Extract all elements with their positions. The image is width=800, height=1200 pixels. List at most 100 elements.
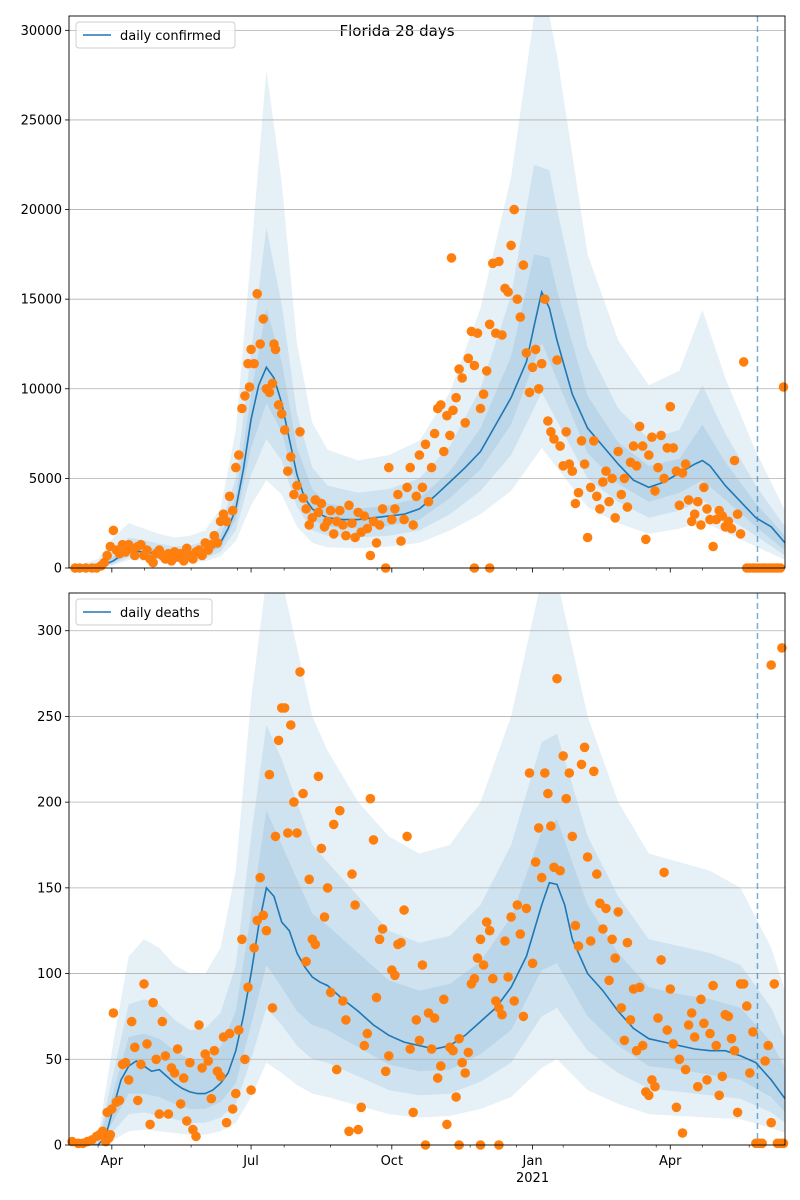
observed-point: [319, 912, 330, 922]
observed-point: [582, 532, 593, 543]
observed-point: [393, 489, 403, 500]
observed-point: [298, 493, 308, 503]
observed-point: [209, 1045, 220, 1056]
observed-point: [766, 1117, 776, 1128]
observed-point: [310, 939, 321, 950]
observed-point: [769, 979, 780, 989]
observed-point: [380, 1066, 391, 1077]
observed-point: [674, 500, 685, 511]
observed-point: [384, 462, 394, 473]
observed-point: [576, 436, 587, 446]
observed-point: [322, 883, 333, 893]
observed-point: [702, 1075, 712, 1085]
observed-point: [301, 504, 311, 514]
observed-point: [613, 907, 623, 917]
y-tick-label: 0: [54, 1139, 62, 1154]
y-axis: 0 50 100 150 200 250 300: [37, 624, 785, 1154]
observed-point: [426, 462, 437, 473]
observed-point: [472, 953, 483, 963]
observed-point: [429, 428, 440, 439]
observed-point: [738, 979, 749, 989]
x-tick-label: Apr: [659, 1154, 682, 1169]
uncertainty-bands: [69, 16, 785, 568]
band-outer: [69, 593, 785, 1145]
observed-point: [708, 980, 718, 991]
observed-point: [261, 925, 272, 936]
observed-point: [325, 505, 336, 516]
observed-point: [644, 450, 654, 460]
observed-point: [304, 520, 315, 530]
observed-point: [680, 459, 691, 469]
confirmed-panel: 0 5000 10000 15000 20000 25000 30000 daily conf…: [21, 15, 789, 577]
observed-point: [359, 1040, 370, 1051]
observed-point: [313, 507, 324, 518]
observed-point: [108, 1008, 119, 1018]
observed-point: [536, 872, 547, 883]
observed-point: [585, 936, 596, 946]
observed-point: [377, 924, 388, 934]
observed-point: [540, 294, 550, 305]
observed-point: [341, 1015, 351, 1025]
observed-point: [555, 865, 565, 876]
observed-point: [142, 545, 152, 555]
observed-point: [182, 1116, 192, 1126]
observed-point: [543, 416, 553, 426]
observed-point: [347, 869, 357, 879]
observed-point: [665, 984, 676, 994]
observed-point: [705, 1028, 715, 1039]
observed-point: [717, 1071, 728, 1082]
observed-point: [423, 496, 434, 507]
observed-point: [365, 550, 376, 561]
observed-point: [641, 534, 651, 545]
observed-point: [316, 843, 327, 854]
observed-point: [607, 934, 617, 945]
observed-point: [579, 459, 590, 469]
observed-point: [610, 513, 620, 523]
observed-point: [677, 1128, 688, 1138]
observed-point: [194, 1020, 204, 1030]
observed-point: [726, 523, 737, 534]
observed-point: [426, 1044, 437, 1054]
observed-point: [273, 735, 284, 746]
observed-point: [460, 418, 471, 428]
observed-point: [607, 473, 617, 484]
observed-point: [549, 434, 559, 444]
observed-point: [151, 1054, 161, 1065]
observed-point: [347, 518, 357, 528]
legend: daily confirmed: [75, 21, 236, 49]
observed-point: [766, 660, 776, 670]
observed-point: [377, 504, 388, 514]
observed-point: [469, 360, 480, 371]
observed-point: [258, 910, 269, 921]
observed-point: [224, 1028, 235, 1039]
observed-point: [460, 1068, 471, 1078]
observed-point: [246, 344, 256, 355]
observed-point: [518, 1011, 529, 1022]
observed-point: [484, 319, 495, 330]
observed-point: [169, 1068, 180, 1078]
observed-point: [540, 768, 550, 778]
observed-point: [604, 975, 614, 986]
observed-point: [344, 1126, 354, 1137]
observed-point: [157, 1016, 168, 1027]
observed-point: [224, 491, 235, 502]
observed-point: [325, 987, 336, 998]
observed-point: [613, 446, 623, 457]
observed-point: [270, 831, 281, 842]
observed-point: [276, 409, 287, 419]
observed-point: [221, 1117, 232, 1128]
observed-point: [732, 509, 743, 519]
observed-point: [227, 505, 238, 516]
observed-point: [472, 328, 483, 339]
observed-point: [273, 400, 284, 410]
observed-point: [411, 1015, 422, 1025]
observed-point: [414, 450, 425, 460]
observed-point: [536, 358, 547, 369]
observed-point: [292, 828, 302, 838]
observed-point: [341, 530, 351, 541]
observed-point: [628, 441, 639, 451]
observed-point: [335, 805, 345, 816]
observed-point: [267, 1003, 278, 1013]
observed-point: [777, 643, 787, 653]
plot-frame: [68, 592, 786, 1146]
